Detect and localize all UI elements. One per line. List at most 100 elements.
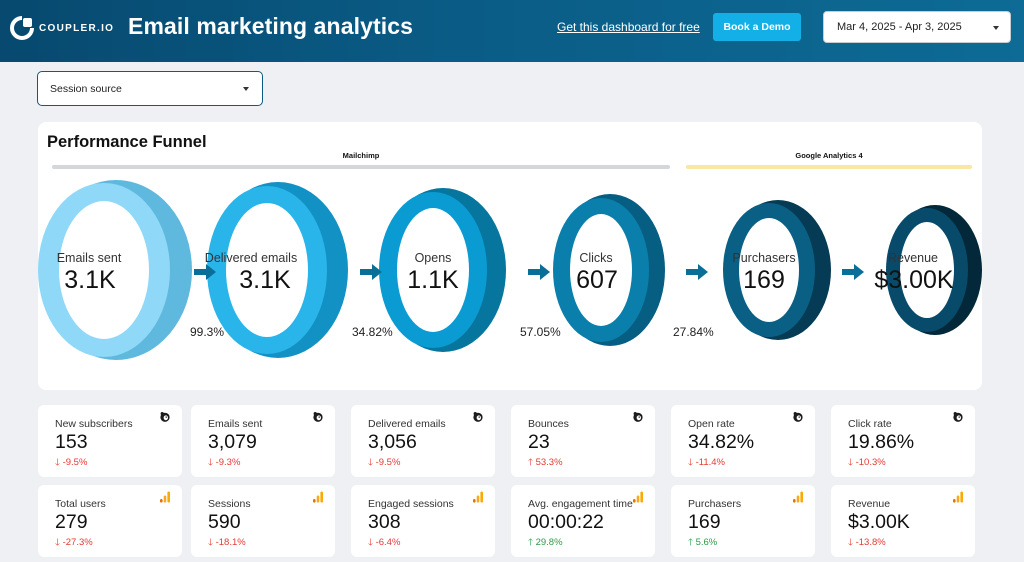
date-range-value: Mar 4, 2025 - Apr 3, 2025: [837, 21, 962, 33]
arrow-down-icon: 🡓: [368, 457, 373, 468]
kpi-value: 3,079: [208, 431, 257, 453]
kpi-delta: 🡓 -18.1%: [208, 535, 246, 551]
stage-label-emails-sent: Emails sent: [56, 251, 122, 265]
kpi-value: 169: [688, 511, 721, 533]
book-demo-button[interactable]: Book a Demo: [713, 13, 801, 41]
funnel-ring-delivered: [207, 182, 348, 358]
header-bar: COUPLER.IO Email marketing analytics Get…: [0, 0, 1024, 62]
kpi-value: 23: [528, 431, 550, 453]
arrow-down-icon: 🡓: [55, 457, 60, 468]
arrow-right-icon: [194, 264, 216, 280]
kpi-card-new-subscribers: New subscribers 153 🡓 -9.5%: [38, 405, 182, 477]
google-analytics-icon: [633, 491, 643, 503]
kpi-value: 590: [208, 511, 241, 533]
kpi-delta: 🡓 -13.8%: [848, 535, 886, 551]
kpi-delta-value: -27.3%: [62, 537, 93, 548]
arrow-up-icon: 🡑: [688, 537, 693, 548]
kpi-value: 3,056: [368, 431, 417, 453]
funnel-ring-clicks: [553, 194, 665, 346]
kpi-card-sessions: Sessions 590 🡓 -18.1%: [191, 485, 335, 557]
kpi-label: Click rate: [848, 418, 892, 430]
session-source-select[interactable]: Session source: [37, 71, 263, 106]
kpi-delta: 🡓 -9.5%: [368, 455, 400, 471]
kpi-delta-value: -9.3%: [215, 457, 241, 468]
kpi-delta-value: -10.3%: [855, 457, 886, 468]
kpi-delta-value: 5.6%: [695, 537, 718, 548]
kpi-delta-value: 29.8%: [535, 537, 563, 548]
kpi-delta: 🡓 -9.3%: [208, 455, 240, 471]
google-analytics-icon: [953, 491, 963, 503]
arrow-right-icon: [686, 264, 708, 280]
kpi-card-delivered-emails: Delivered emails 3,056 🡓 -9.5%: [351, 405, 495, 477]
kpi-delta-value: -13.8%: [855, 537, 886, 548]
chevron-down-icon: [993, 26, 999, 30]
page-title: Email marketing analytics: [128, 13, 414, 39]
kpi-card-total-users: Total users 279 🡓 -27.3%: [38, 485, 182, 557]
stage-label-clicks: Clicks: [579, 251, 613, 265]
kpi-value: 279: [55, 511, 88, 533]
kpi-delta-value: -11.4%: [695, 457, 725, 468]
arrow-right-icon: [842, 264, 864, 280]
kpi-card-bounces: Bounces 23 🡑 53.3%: [511, 405, 655, 477]
stage-label-opens: Opens: [414, 251, 452, 265]
kpi-delta: 🡑 29.8%: [528, 535, 563, 551]
arrow-down-icon: 🡓: [368, 537, 373, 548]
kpi-label: Emails sent: [208, 418, 263, 430]
kpi-value: $3.00K: [848, 511, 910, 533]
performance-funnel-card: Performance Funnel Mailchimp Google Anal…: [38, 122, 982, 390]
kpi-delta: 🡓 -9.5%: [55, 455, 87, 471]
kpi-value: 153: [55, 431, 88, 453]
chevron-down-icon: [243, 87, 249, 91]
kpi-delta: 🡓 -10.3%: [848, 455, 886, 471]
kpi-label: Open rate: [688, 418, 735, 430]
kpi-label: Purchasers: [688, 498, 742, 510]
stage-value-emails-sent: 3.1K: [64, 266, 116, 294]
mailchimp-icon: [793, 412, 803, 422]
kpi-delta-value: -9.5%: [375, 457, 401, 468]
conversion-rate: 34.82%: [352, 325, 393, 339]
kpi-delta-value: 53.3%: [535, 457, 563, 468]
kpi-delta: 🡑 53.3%: [528, 455, 563, 471]
date-range-select[interactable]: Mar 4, 2025 - Apr 3, 2025: [823, 11, 1011, 43]
funnel-title: Performance Funnel: [47, 133, 207, 151]
kpi-delta-value: -18.1%: [215, 537, 246, 548]
kpi-card-open-rate: Open rate 34.82% 🡓 -11.4%: [671, 405, 815, 477]
mailchimp-icon: [313, 412, 323, 422]
kpi-card-purchasers: Purchasers 169 🡑 5.6%: [671, 485, 815, 557]
kpi-label: Avg. engagement time: [528, 498, 633, 510]
stage-value-purchasers: 169: [743, 266, 785, 294]
source-bar-ga4: [686, 165, 972, 169]
arrow-right-icon: [528, 264, 550, 280]
kpi-label: Bounces: [528, 418, 569, 430]
session-source-label: Session source: [50, 82, 122, 95]
funnel-ring-purchasers: [723, 200, 831, 340]
kpi-value: 308: [368, 511, 401, 533]
google-analytics-icon: [313, 491, 323, 503]
get-dashboard-link[interactable]: Get this dashboard for free: [557, 20, 700, 34]
kpi-value: 19.86%: [848, 431, 915, 453]
google-analytics-icon: [473, 491, 483, 503]
conversion-rate: 57.05%: [520, 325, 561, 339]
arrow-down-icon: 🡓: [55, 537, 60, 548]
mailchimp-icon: [633, 412, 643, 422]
stage-label-purchasers: Purchasers: [732, 251, 796, 265]
kpi-card-avg-engagement-time: Avg. engagement time 00:00:22 🡑 29.8%: [511, 485, 655, 557]
kpi-label: Total users: [55, 498, 106, 510]
logo-text: COUPLER.IO: [39, 22, 115, 34]
kpi-delta-value: -6.4%: [375, 537, 401, 548]
source-bar-mailchimp: [52, 165, 670, 169]
arrow-down-icon: 🡓: [848, 457, 853, 468]
source-label-mailchimp: Mailchimp: [342, 151, 380, 160]
kpi-card-engaged-sessions: Engaged sessions 308 🡓 -6.4%: [351, 485, 495, 557]
funnel-ring-opens: [379, 188, 506, 352]
stage-value-revenue: $3.00K: [874, 266, 954, 294]
arrow-down-icon: 🡓: [688, 457, 693, 468]
arrow-down-icon: 🡓: [208, 537, 213, 548]
kpi-delta: 🡓 -27.3%: [55, 535, 93, 551]
mailchimp-icon: [953, 412, 963, 422]
coupler-logo[interactable]: COUPLER.IO: [10, 16, 114, 40]
stage-value-opens: 1.1K: [407, 266, 459, 294]
funnel-rings: [38, 180, 982, 360]
kpi-label: New subscribers: [55, 418, 133, 430]
funnel-ring-emails-sent: [38, 180, 192, 360]
